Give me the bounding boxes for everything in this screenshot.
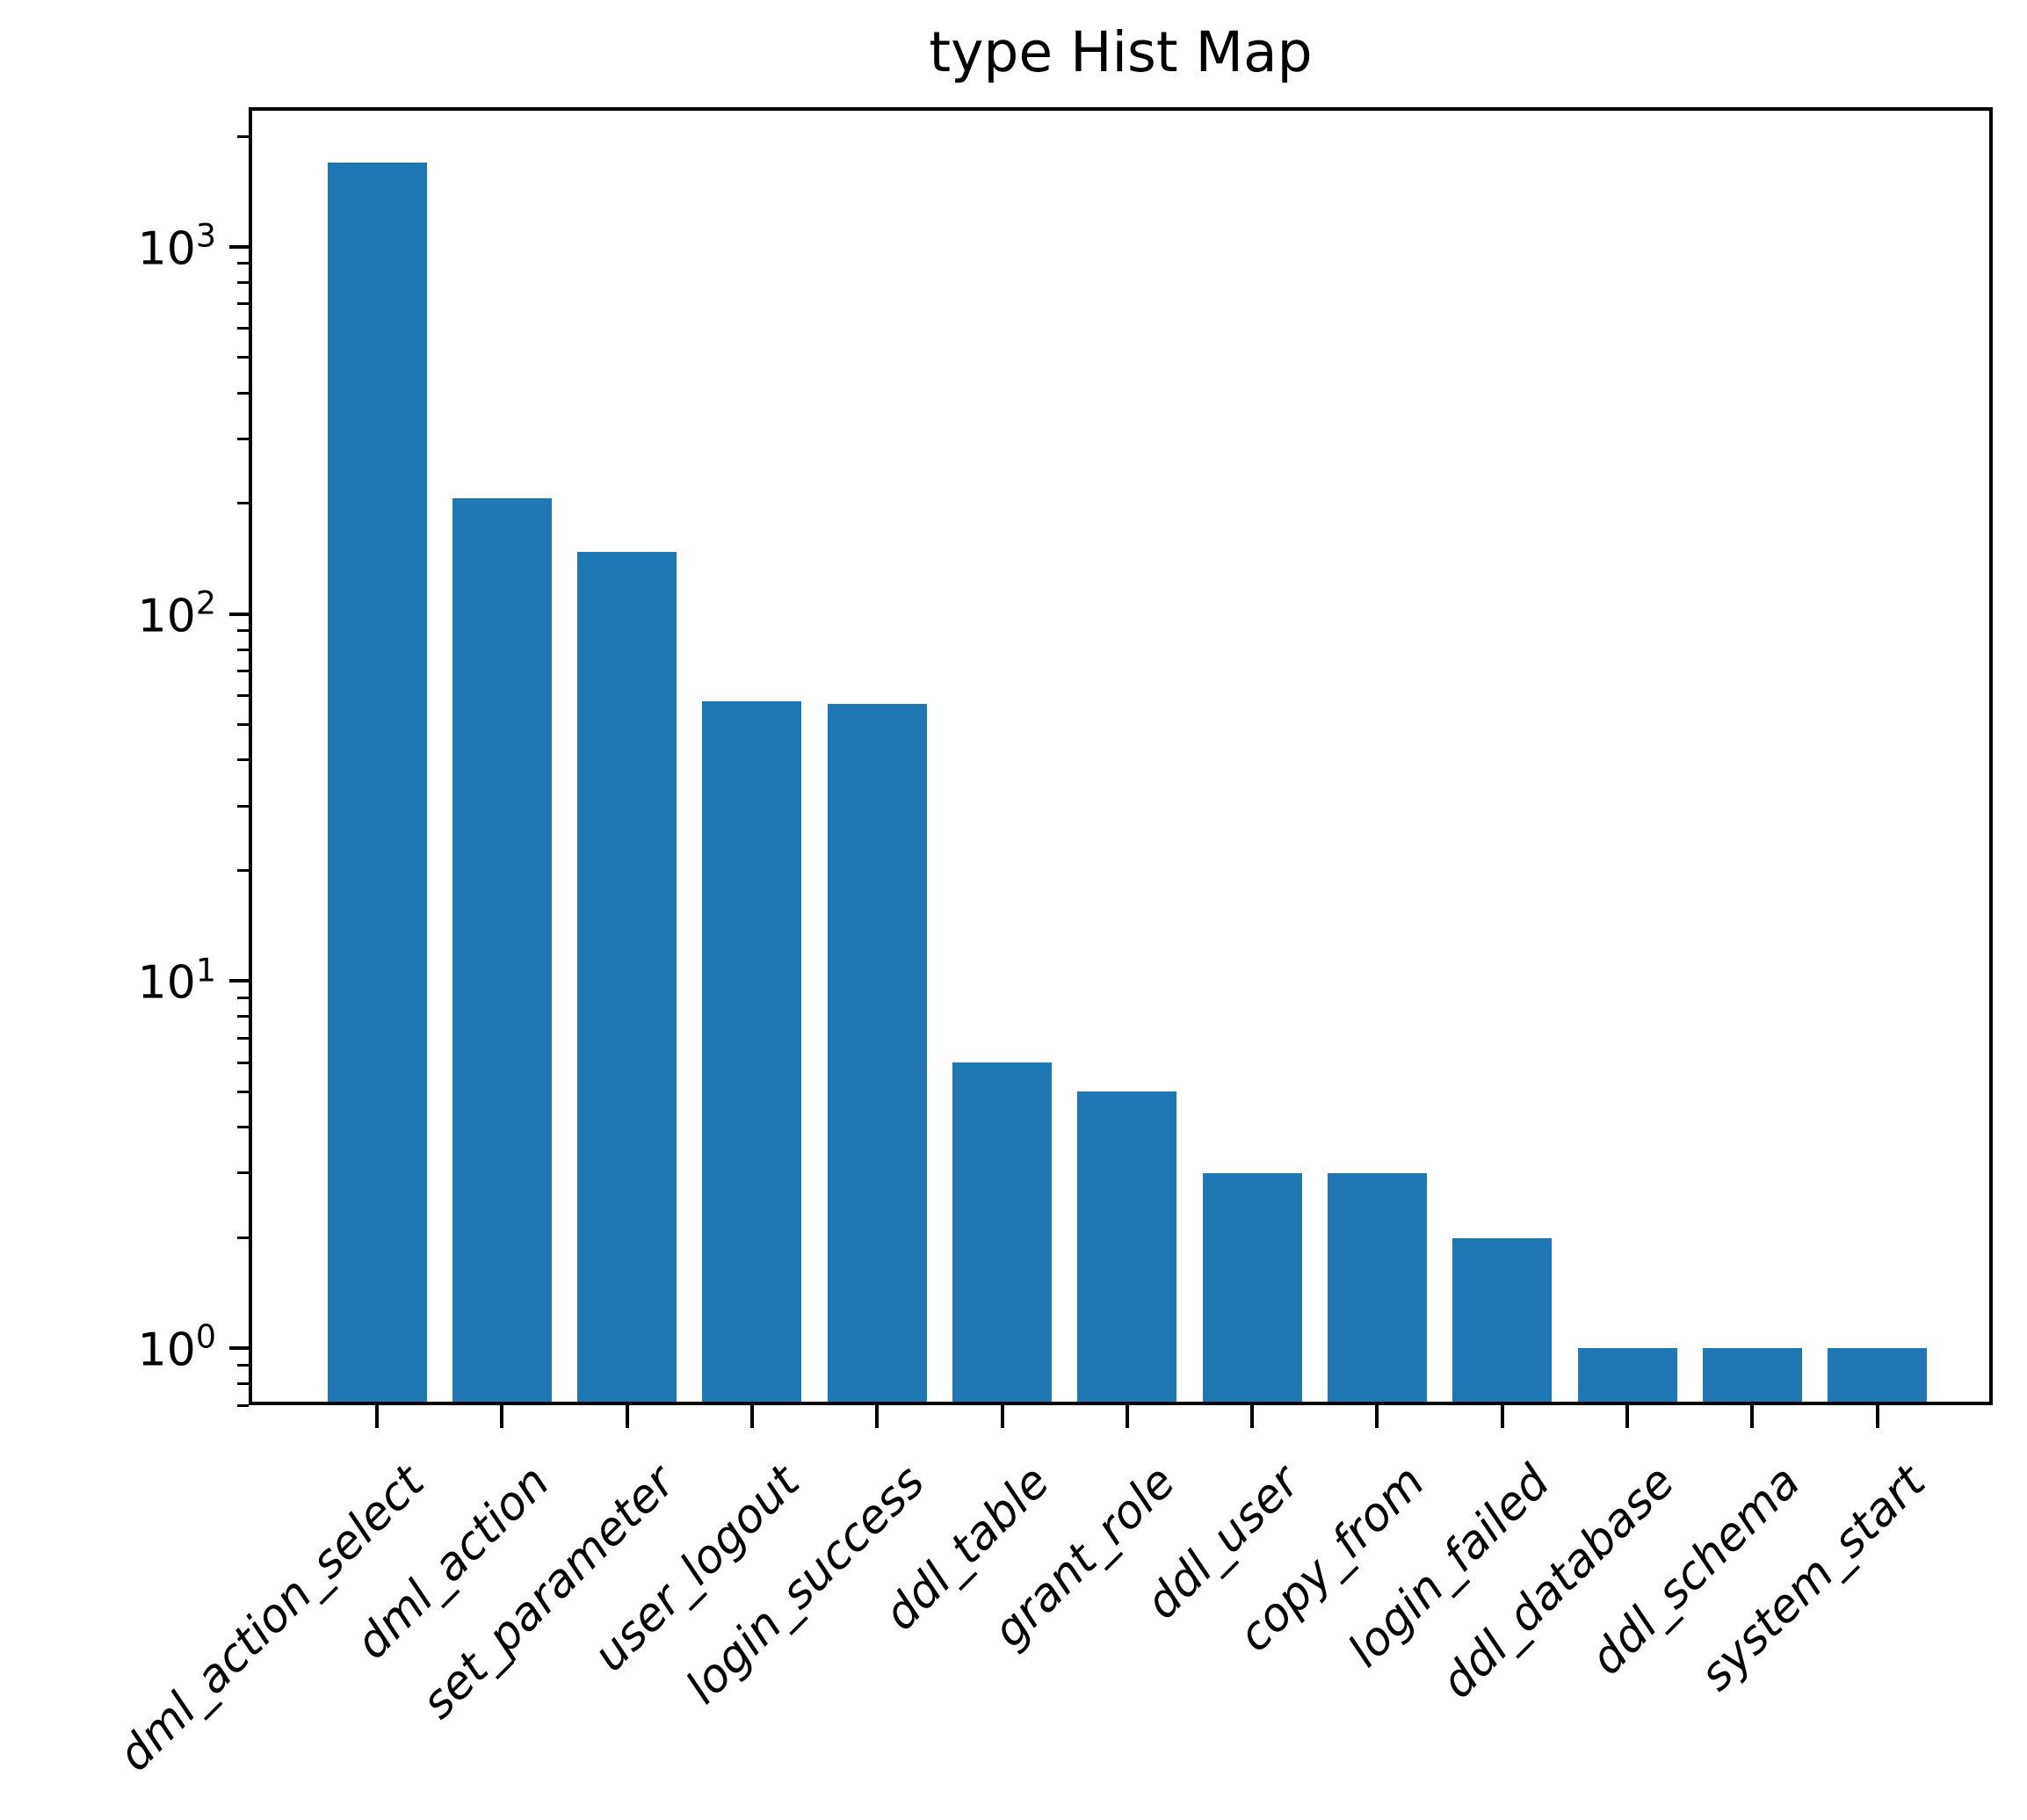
y-tick-label-10e1: 101 — [138, 954, 216, 1006]
y-minor-tick — [237, 804, 249, 808]
y-tick-label-10e2: 102 — [137, 586, 216, 643]
y-major-tick-10e3 — [229, 244, 249, 249]
y-minor-tick — [237, 262, 249, 265]
y-minor-tick — [237, 1171, 249, 1175]
y-tick-label-exponent: 1 — [195, 950, 216, 989]
x-tick-dml_action — [500, 1405, 504, 1428]
y-tick-label-exponent: 0 — [195, 1317, 216, 1356]
y-minor-tick — [237, 758, 249, 762]
y-minor-tick — [237, 356, 249, 359]
y-minor-tick — [237, 1061, 249, 1064]
x-tick-dml_action_select — [375, 1405, 379, 1428]
y-minor-tick — [237, 280, 249, 284]
y-tick-label-10e3: 103 — [138, 220, 216, 272]
bar-user_logout — [702, 700, 802, 1405]
y-major-tick-10e2 — [229, 612, 249, 616]
x-tick-set_parameter — [625, 1405, 629, 1428]
y-tick-label-base: 10 — [137, 957, 196, 1011]
y-major-tick-10e0 — [229, 1346, 249, 1351]
y-tick-label-base: 10 — [137, 590, 196, 643]
y-minor-tick — [237, 997, 249, 1000]
y-minor-tick — [237, 1363, 249, 1367]
bar-set_parameter — [577, 551, 677, 1405]
bar-copy_from — [1327, 1172, 1427, 1405]
x-tick-user_logout — [749, 1405, 754, 1428]
x-tick-ddl_database — [1625, 1405, 1629, 1428]
x-tick-ddl_user — [1250, 1405, 1255, 1428]
y-minor-tick — [237, 134, 249, 138]
y-minor-tick — [237, 1090, 249, 1093]
x-tick-ddl_table — [1000, 1405, 1004, 1428]
y-tick-label-base: 10 — [137, 1323, 196, 1377]
y-tick-label-exponent: 3 — [195, 216, 216, 255]
y-tick-label-base: 10 — [137, 222, 196, 276]
y-minor-tick — [237, 391, 249, 395]
x-tick-system_start — [1875, 1405, 1879, 1428]
y-minor-tick — [237, 327, 249, 330]
y-minor-tick — [237, 648, 249, 651]
bar-dml_action — [452, 497, 552, 1405]
bar-ddl_database — [1577, 1348, 1677, 1405]
y-minor-tick — [237, 302, 249, 306]
x-tick-ddl_schema — [1750, 1405, 1755, 1428]
y-minor-tick — [237, 1015, 249, 1019]
bar-ddl_user — [1202, 1172, 1302, 1405]
bar-login_success — [827, 703, 927, 1405]
x-tick-grant_role — [1125, 1405, 1129, 1428]
bar-ddl_schema — [1702, 1348, 1802, 1405]
y-minor-tick — [237, 669, 249, 672]
y-minor-tick — [237, 722, 249, 726]
bar-dml_action_select — [327, 162, 427, 1405]
bar-grant_role — [1077, 1091, 1177, 1405]
y-tick-label-exponent: 2 — [195, 584, 216, 622]
bar-login_failed — [1452, 1237, 1553, 1405]
x-tick-login_failed — [1500, 1405, 1504, 1428]
y-minor-tick — [237, 693, 249, 697]
y-minor-tick — [237, 1382, 249, 1386]
y-minor-tick — [237, 502, 249, 505]
bar-ddl_table — [952, 1062, 1052, 1405]
y-minor-tick — [237, 1403, 249, 1407]
y-minor-tick — [237, 869, 249, 873]
x-tick-copy_from — [1375, 1405, 1379, 1428]
y-minor-tick — [237, 1236, 249, 1239]
y-major-tick-10e1 — [229, 979, 249, 983]
x-tick-login_success — [875, 1405, 880, 1428]
y-minor-tick — [237, 1126, 249, 1129]
bar-system_start — [1828, 1348, 1928, 1405]
y-tick-label-10e0: 100 — [137, 1321, 216, 1377]
y-minor-tick — [237, 437, 249, 440]
chart-title: type Hist Map — [929, 20, 1313, 84]
y-minor-tick — [237, 1036, 249, 1040]
y-minor-tick — [237, 629, 249, 633]
